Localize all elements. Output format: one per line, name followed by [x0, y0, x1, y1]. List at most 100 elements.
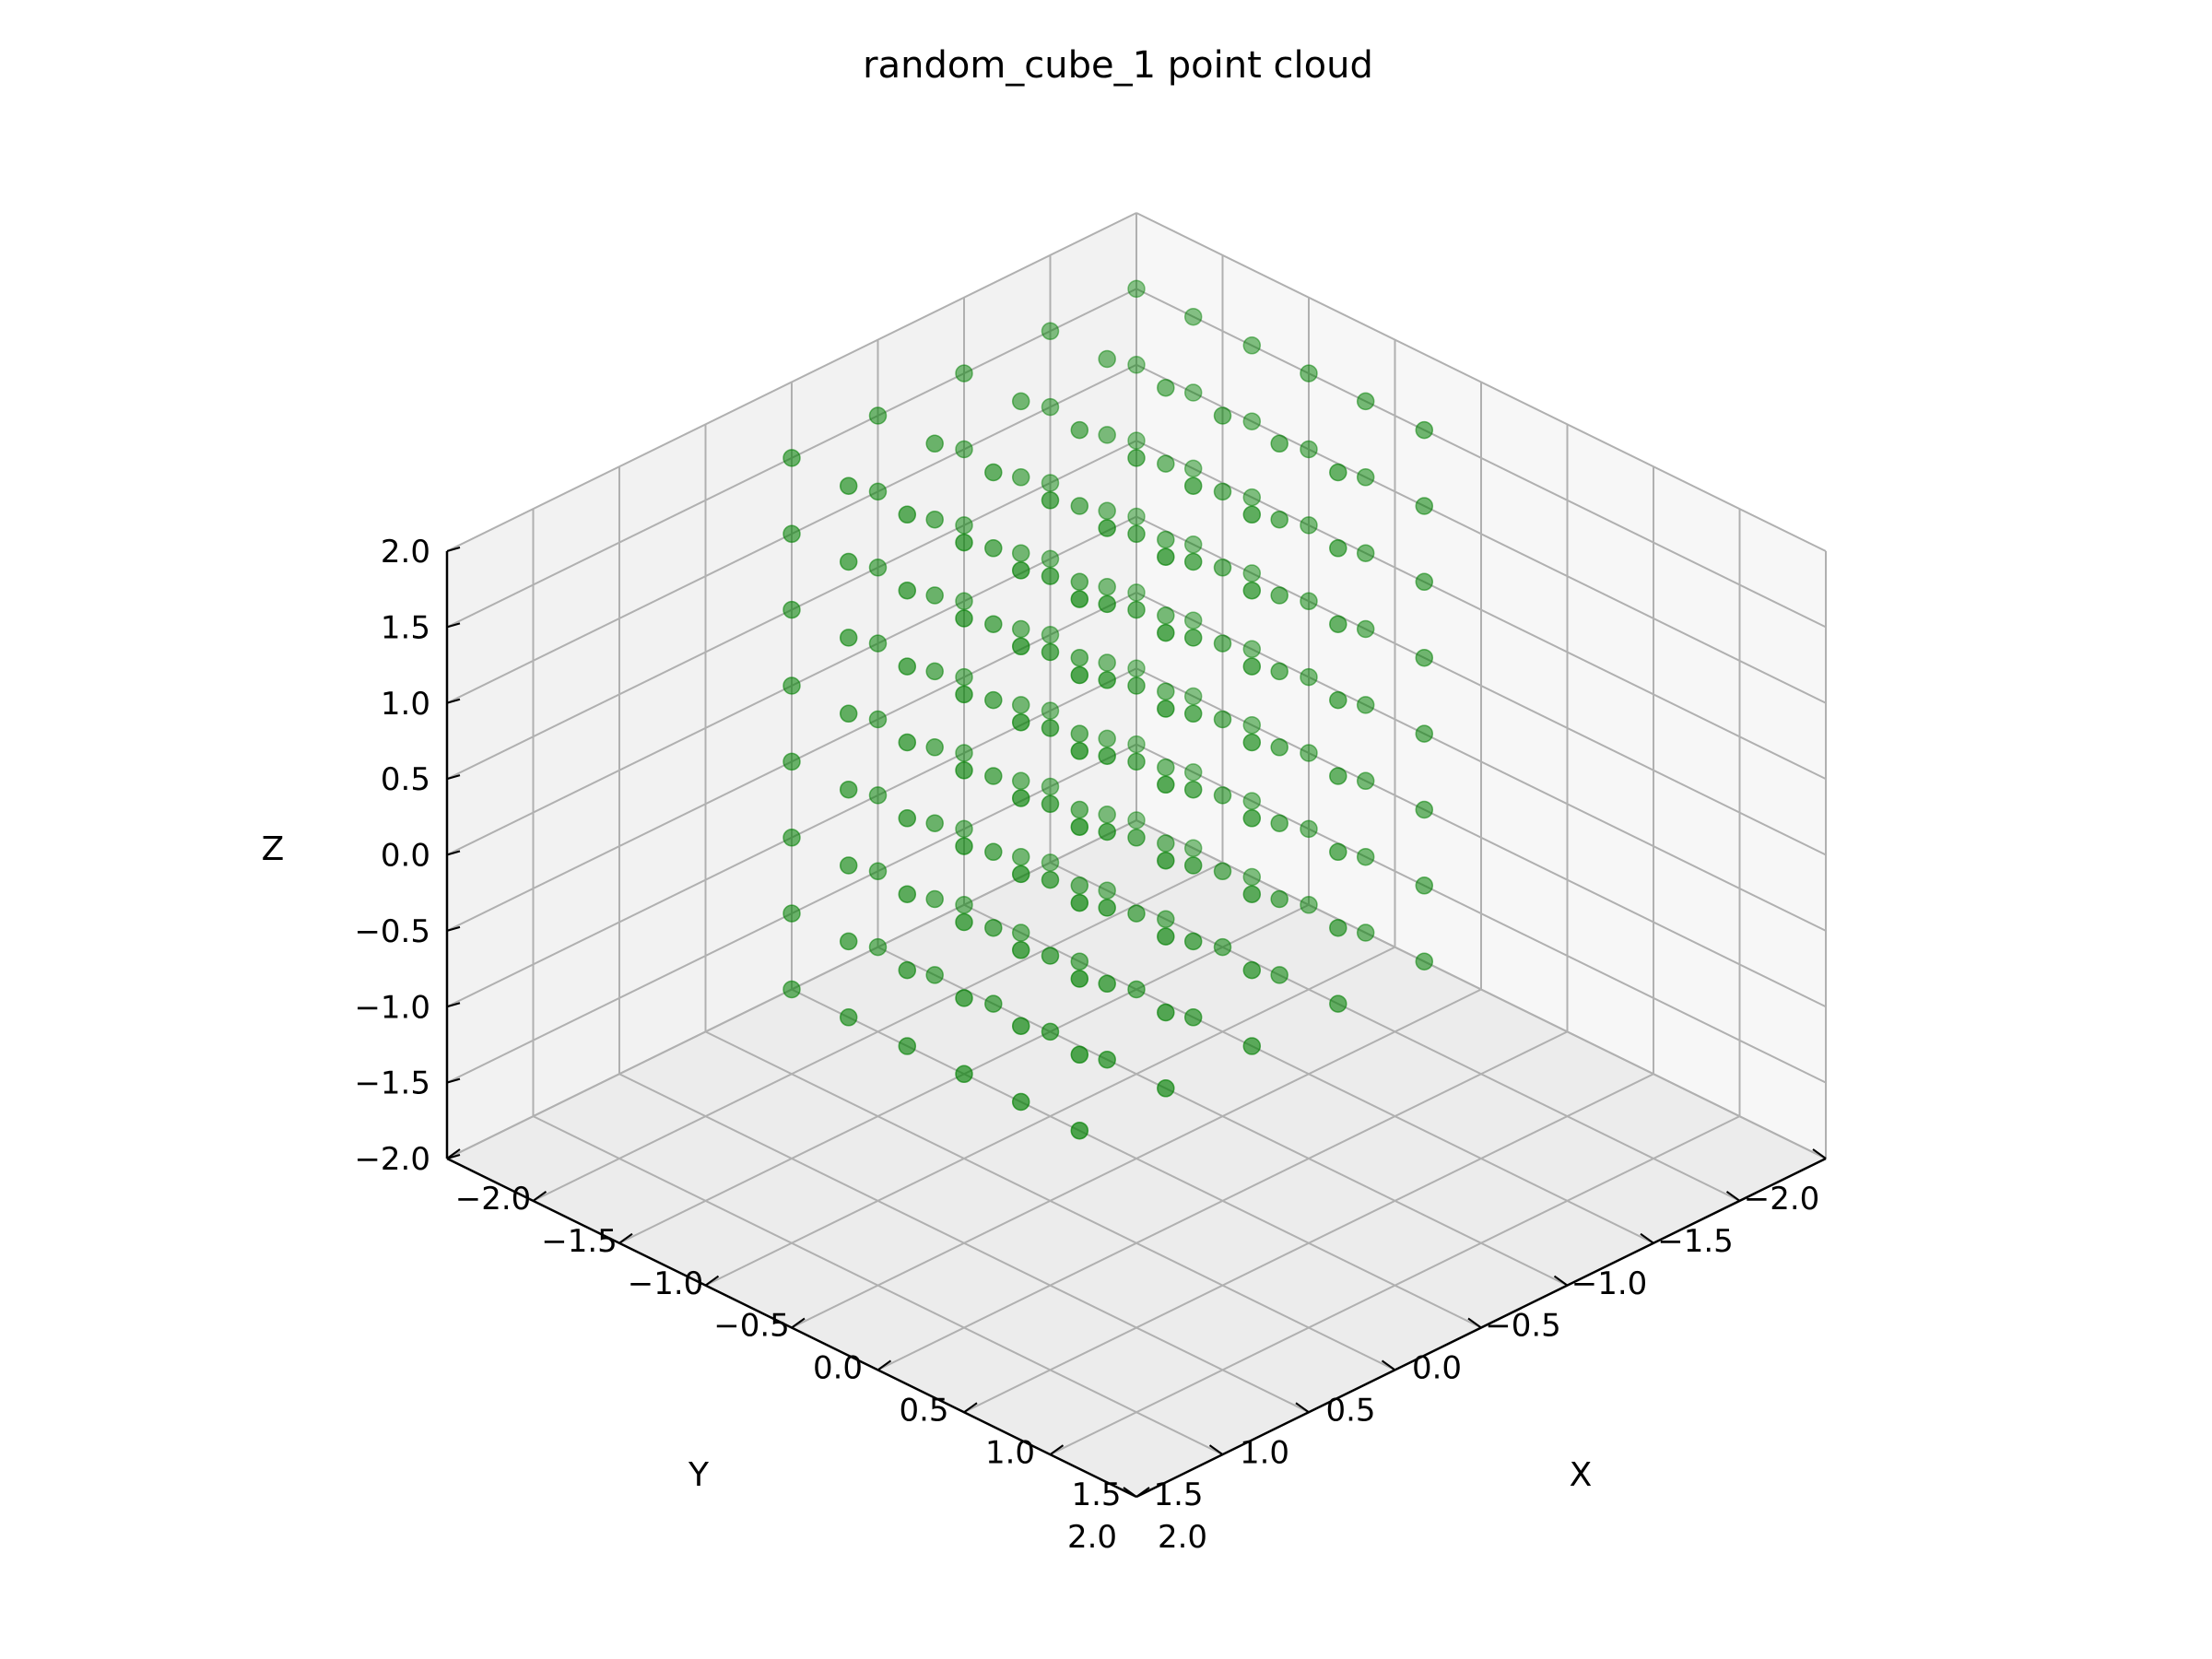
- data-point: [1041, 642, 1060, 662]
- z-tick-label: −1.5: [354, 1065, 430, 1102]
- z-tick-mark: [446, 547, 461, 552]
- data-point: [1098, 577, 1116, 596]
- grid-line: [1135, 515, 1827, 856]
- data-point: [1070, 724, 1089, 743]
- data-point: [1356, 771, 1375, 791]
- data-point: [1098, 806, 1116, 824]
- data-point: [1242, 792, 1262, 810]
- data-point: [1242, 1037, 1262, 1055]
- data-point: [868, 786, 888, 805]
- data-point: [1070, 420, 1089, 440]
- data-point: [925, 814, 944, 832]
- data-point: [1011, 637, 1030, 656]
- data-point: [1183, 629, 1203, 647]
- data-point: [1098, 653, 1116, 672]
- data-point: [984, 842, 1003, 862]
- data-point: [1070, 572, 1089, 592]
- y-tick-label: 0.5: [1325, 1392, 1375, 1429]
- data-point: [955, 744, 973, 762]
- data-point: [1041, 626, 1060, 644]
- data-point: [1356, 619, 1375, 639]
- data-point: [898, 505, 917, 524]
- data-point: [1098, 594, 1116, 614]
- data-point: [1070, 877, 1089, 895]
- data-point: [1183, 307, 1203, 326]
- z-tick-label: −2.0: [354, 1141, 430, 1178]
- data-point: [868, 406, 888, 425]
- data-point: [1127, 279, 1146, 299]
- data-point: [955, 1065, 973, 1084]
- data-point: [1098, 729, 1116, 748]
- axis-lines: [445, 547, 1827, 1499]
- data-point: [1127, 431, 1146, 450]
- data-point: [868, 482, 888, 501]
- data-point: [1356, 544, 1375, 562]
- data-point: [1300, 364, 1318, 382]
- data-point: [1041, 567, 1060, 585]
- data-point: [898, 733, 917, 752]
- data-point: [1242, 581, 1262, 600]
- x-tick-mark: [532, 1191, 547, 1202]
- tick-labels: −2.0 −2.0−2.0−1.5 −1.5−1.5−1.0 −1.0−1.0−0.5…: [354, 534, 1819, 1556]
- data-point: [1300, 819, 1318, 839]
- data-point: [955, 761, 973, 780]
- data-point: [1157, 927, 1175, 946]
- data-point: [1300, 440, 1318, 459]
- data-point: [955, 685, 973, 704]
- y-tick-label: 1.5: [1153, 1477, 1203, 1513]
- data-point: [1213, 406, 1232, 425]
- data-point: [984, 767, 1003, 785]
- y-tick-mark: [1467, 1317, 1482, 1329]
- data-point: [868, 559, 888, 577]
- data-point: [925, 662, 944, 681]
- data-point: [1011, 1017, 1030, 1035]
- data-point: [1157, 700, 1175, 718]
- data-point: [1270, 889, 1288, 909]
- data-point: [1098, 349, 1116, 369]
- data-point: [898, 809, 917, 828]
- data-point: [1356, 847, 1375, 866]
- z-tick-label: 1.0: [381, 686, 430, 723]
- data-point: [1011, 468, 1030, 487]
- data-point: [1415, 572, 1434, 592]
- x-tick-label: 1.5: [1071, 1477, 1121, 1513]
- data-point: [1329, 842, 1347, 862]
- z-tick-mark: [446, 850, 461, 856]
- grid-line: [705, 1030, 1395, 1371]
- data-point: [955, 516, 973, 535]
- data-point: [1329, 767, 1347, 785]
- data-point: [1213, 937, 1232, 957]
- data-point: [925, 966, 944, 984]
- x-tick-label: 1.0: [985, 1434, 1035, 1471]
- data-point: [1270, 814, 1288, 832]
- grid-line: [1135, 440, 1827, 781]
- data-point: [1300, 896, 1318, 914]
- y-tick-label: 2.0: [1067, 1519, 1117, 1556]
- data-point: [1011, 771, 1030, 791]
- data-point: [1157, 1003, 1175, 1022]
- data-point: [1098, 974, 1116, 994]
- z-tick-label: −1.0: [354, 989, 430, 1026]
- data-point: [1415, 952, 1434, 971]
- data-point: [1270, 662, 1288, 681]
- data-point: [898, 960, 917, 980]
- data-point: [1415, 800, 1434, 819]
- y-tick-mark: [1123, 1487, 1137, 1498]
- data-point: [839, 629, 858, 647]
- y-tick-mark: [1725, 1191, 1741, 1202]
- data-point: [984, 539, 1003, 558]
- data-point: [1242, 960, 1262, 980]
- grid-line: [1135, 288, 1827, 629]
- data-point: [839, 704, 858, 724]
- z-tick-mark: [446, 925, 461, 932]
- z-tick-label: 0.0: [381, 838, 430, 875]
- data-point: [1157, 1079, 1175, 1098]
- data-point: [782, 449, 801, 467]
- data-point: [1415, 497, 1434, 515]
- data-point: [1242, 336, 1262, 355]
- data-point: [1127, 583, 1146, 602]
- data-point: [1242, 505, 1262, 524]
- data-point: [1183, 704, 1203, 724]
- z-tick-mark: [446, 1077, 461, 1084]
